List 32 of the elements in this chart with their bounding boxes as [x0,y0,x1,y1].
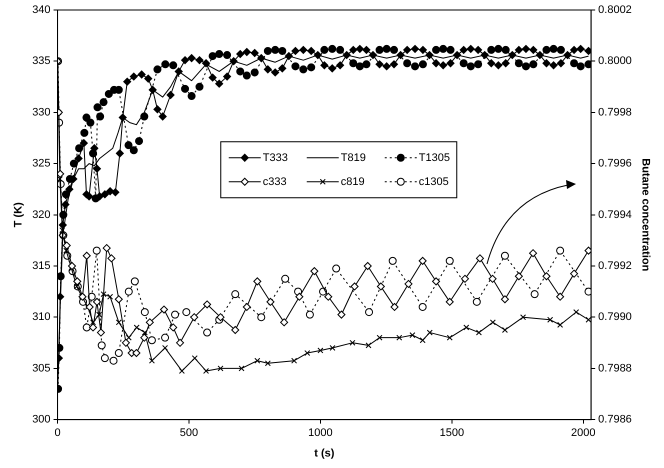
y2-tick-label: 0.7998 [598,106,632,118]
y-tick-label: 310 [32,311,51,324]
x-tick-label: 2000 [571,427,596,440]
y-tick-label: 340 [32,4,51,16]
legend-label: c819 [340,176,365,188]
y2-tick-label: 0.7992 [598,260,632,272]
y-tick-label: 300 [32,414,51,426]
y-tick-label: 335 [32,55,51,68]
y2-tick-label: 0.8002 [598,4,632,16]
x-tick-label: 0 [54,427,61,440]
legend-label: c1305 [418,176,449,188]
y-tick-label: 320 [32,208,51,221]
legend-label: T819 [340,152,366,164]
x-tick-label: 1500 [440,427,464,440]
y-axis-title: T (K) [12,202,25,228]
legend-label: T1305 [418,152,450,164]
y-tick-label: 305 [32,362,51,374]
y2-tick-label: 0.7986 [598,414,632,426]
legend-label: T333 [262,152,288,164]
y2-tick-label: 0.7994 [598,208,632,221]
x-tick-label: 500 [180,427,198,440]
y2-tick-label: 0.7988 [598,362,632,374]
x-tick-label: 1000 [308,427,333,440]
legend-label: c333 [262,176,287,188]
y-tick-label: 325 [32,158,51,170]
y2-tick-label: 0.8000 [598,55,632,68]
y2-axis-title: Butane concentration [639,158,652,272]
y2-tick-label: 0.7990 [598,311,632,324]
y-tick-label: 330 [32,106,51,118]
x-axis-title: t (s) [314,447,335,460]
y-tick-label: 315 [32,260,51,272]
y2-tick-label: 0.7996 [598,158,632,170]
